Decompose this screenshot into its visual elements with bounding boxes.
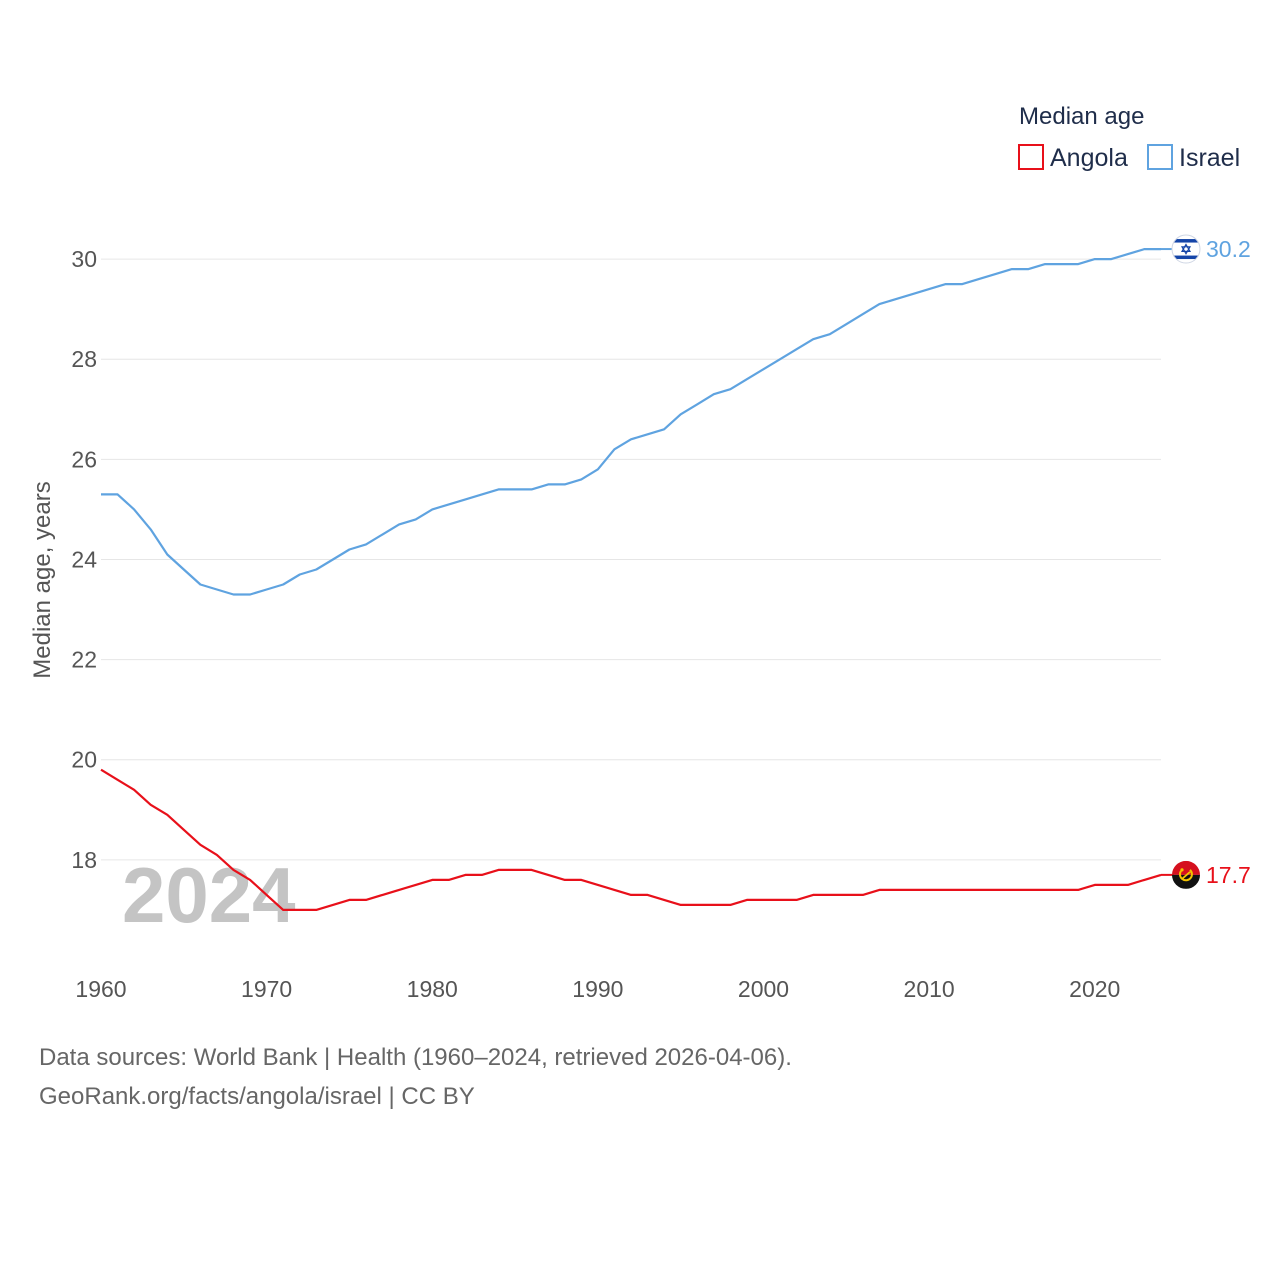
series-line-angola[interactable] [100, 768, 1162, 912]
attribution-link[interactable]: GeoRank.org/facts/angola/israel | CC BY [39, 1083, 475, 1110]
y-tick-label: 24 [71, 546, 97, 572]
legend-label-angola: Angola [1050, 144, 1128, 172]
legend-swatch-israel [1147, 144, 1173, 170]
legend-title: Median age [1019, 103, 1144, 130]
y-tick-label: 20 [71, 747, 97, 773]
y-tick-label: 22 [71, 647, 97, 673]
x-tick-label: 2020 [1069, 976, 1120, 1002]
legend-swatch-angola [1018, 144, 1044, 170]
legend[interactable]: Median age Angola Israel [1018, 103, 1240, 172]
x-tick-label: 1990 [572, 976, 623, 1002]
data-source-note: Data sources: World Bank | Health (1960–… [39, 1044, 792, 1071]
end-value-label-angola: 17.7 [1206, 862, 1251, 888]
angola-flag-icon [1172, 860, 1200, 889]
legend-item-angola[interactable]: Angola [1018, 144, 1128, 172]
x-tick-label: 1980 [407, 976, 458, 1002]
end-value-label-israel: 30.2 [1206, 236, 1251, 262]
gridlines [101, 258, 1161, 861]
x-axis-ticks: 1960 1970 1980 1990 2000 2010 2020 [75, 976, 1120, 1002]
series-end-markers: 17.7 30.2 [1161, 234, 1251, 889]
legend-label-israel: Israel [1179, 144, 1240, 172]
y-axis-label: Median age, years [29, 481, 56, 678]
x-tick-label: 2010 [904, 976, 955, 1002]
y-tick-label: 26 [71, 446, 97, 472]
y-axis-ticks: 18 20 22 24 26 28 30 [71, 246, 97, 873]
x-tick-label: 2000 [738, 976, 789, 1002]
series-line-israel[interactable] [101, 248, 1161, 596]
legend-item-israel[interactable]: Israel [1147, 144, 1240, 172]
israel-flag-icon [1171, 234, 1201, 264]
x-tick-label: 1960 [75, 976, 126, 1002]
year-watermark: 2024 [122, 851, 296, 939]
y-tick-label: 28 [71, 346, 97, 372]
y-tick-label: 30 [71, 246, 97, 272]
series-lines [100, 248, 1162, 912]
x-tick-label: 1970 [241, 976, 292, 1002]
y-tick-label: 18 [71, 847, 97, 873]
